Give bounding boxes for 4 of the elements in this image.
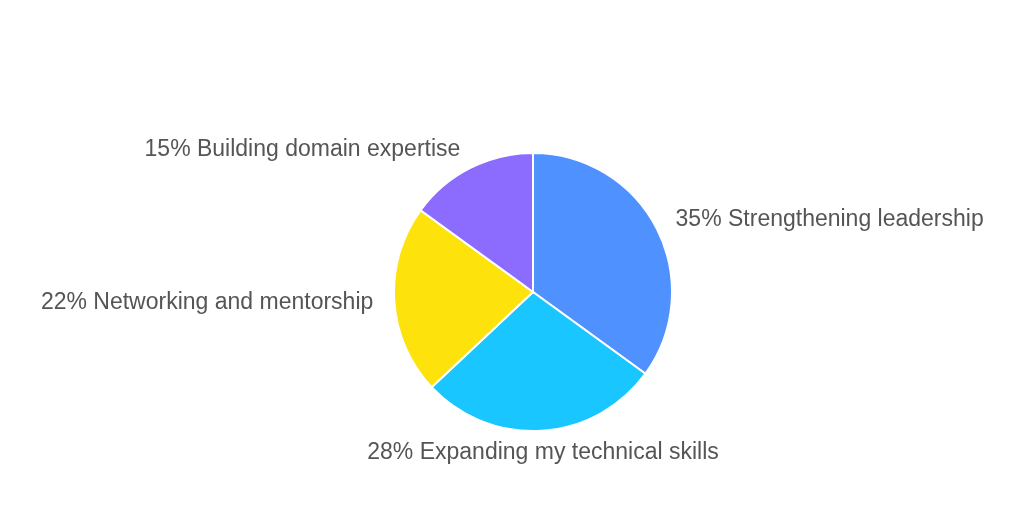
slice-label: 15% Building domain expertise: [144, 135, 461, 162]
slice-label: 35% Strengthening leadership: [675, 205, 984, 232]
slice-label: 28% Expanding my technical skills: [367, 437, 719, 464]
slice-label: 22% Networking and mentorship: [40, 288, 374, 315]
